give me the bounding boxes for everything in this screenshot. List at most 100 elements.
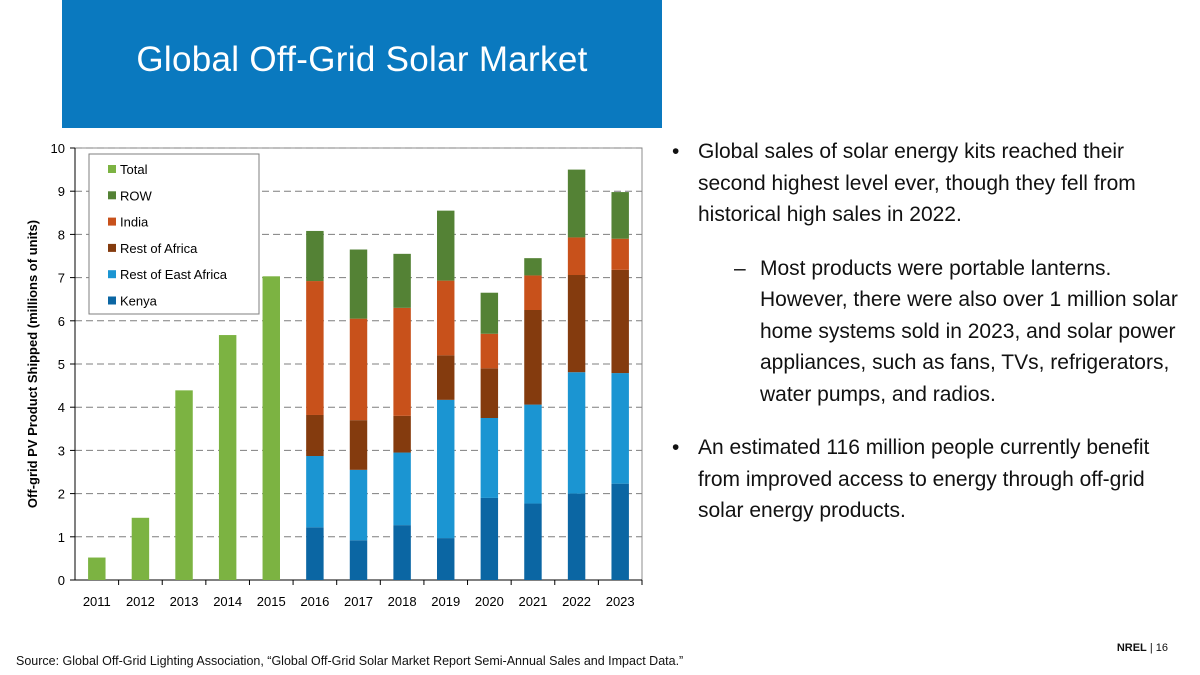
bar-row-2017 — [349, 249, 368, 319]
bar-rest-of-africa-2020 — [480, 368, 499, 418]
y-tick-label: 6 — [58, 314, 65, 329]
bar-kenya-2023 — [611, 483, 629, 580]
bar-rest-of-africa-2016 — [306, 414, 324, 457]
x-tick-label: 2022 — [562, 594, 591, 609]
x-tick-label: 2023 — [606, 594, 635, 609]
x-tick-label: 2014 — [213, 594, 242, 609]
stacked-bar-chart: 0 1 2 3 4 5 6 7 8 9 10 2011 2012 2013 2014 2015 2016 2017… — [25, 141, 643, 609]
bar-rest-of-africa-2017 — [349, 420, 368, 470]
legend-swatch-kenya — [108, 296, 116, 305]
bar-rest-of-east-africa-2017 — [349, 469, 368, 541]
x-tick-label: 2020 — [475, 594, 504, 609]
legend-label-rest-of-africa: Rest of Africa — [120, 241, 198, 256]
legend-label-row: ROW — [120, 188, 153, 203]
bullet-mark: • — [672, 140, 680, 163]
bar-row-2021 — [524, 258, 542, 276]
x-tick-label: 2019 — [431, 594, 460, 609]
x-tick-label: 2015 — [257, 594, 286, 609]
bar-total-2011 — [88, 557, 106, 580]
bar-total-2013 — [175, 390, 193, 580]
bar-india-2018 — [393, 307, 411, 416]
legend-label-india: India — [120, 215, 149, 230]
x-tick-label: 2012 — [126, 594, 155, 609]
legend-swatch-rest-of-africa — [108, 243, 116, 252]
y-tick-label: 3 — [58, 443, 65, 458]
bullet-1-text: Global sales of solar energy kits reache… — [698, 140, 1136, 226]
bar-kenya-2018 — [393, 525, 411, 580]
bar-india-2017 — [349, 318, 368, 421]
bar-row-2020 — [480, 292, 499, 334]
y-tick-label: 7 — [58, 271, 65, 286]
bar-row-2016 — [306, 230, 324, 282]
legend-swatch-total — [108, 165, 116, 173]
bar-row-2019 — [437, 210, 455, 281]
title-banner: Global Off-Grid Solar Market — [62, 0, 662, 128]
legend-swatch-rest-of-east-africa — [108, 270, 116, 279]
brand-name: NREL — [1116, 642, 1147, 654]
bar-kenya-2021 — [524, 503, 542, 580]
bar-rest-of-east-africa-2022 — [567, 372, 586, 494]
x-tick-label: 2021 — [519, 594, 548, 609]
bar-rest-of-east-africa-2019 — [437, 399, 455, 539]
footer-brand: NREL | 16 — [1117, 642, 1168, 654]
bar-india-2021 — [524, 275, 542, 310]
bar-rest-of-east-africa-2020 — [480, 418, 499, 498]
legend-box — [88, 153, 260, 315]
bar-row-2023 — [611, 192, 629, 239]
bullet-list: • Global sales of solar energy kits reac… — [672, 136, 1182, 549]
x-tick-label: 2013 — [170, 594, 199, 609]
legend-label-kenya: Kenya — [120, 294, 158, 309]
slide-title: Global Off-Grid Solar Market — [136, 40, 588, 79]
bar-india-2016 — [306, 281, 324, 415]
x-tick-label: 2011 — [83, 594, 111, 609]
x-tick-label: 2016 — [300, 594, 329, 609]
bar-total-2014 — [218, 335, 237, 580]
legend-swatch-row — [108, 191, 116, 200]
legend-swatch-india — [108, 217, 116, 226]
sub-bullet-1-text: Most products were portable lanterns. Ho… — [760, 256, 1178, 406]
source-note: Source: Global Off-Grid Lighting Associa… — [16, 654, 684, 668]
bar-total-2012 — [131, 517, 150, 580]
bar-india-2019 — [437, 280, 455, 356]
bar-kenya-2017 — [349, 540, 368, 580]
footer-separator: | — [1149, 642, 1153, 654]
bar-india-2020 — [480, 333, 499, 369]
bar-kenya-2016 — [306, 527, 324, 580]
bar-rest-of-africa-2019 — [437, 355, 455, 400]
bar-rest-of-africa-2021 — [524, 310, 542, 405]
sub-bullet-mark: – — [734, 256, 746, 280]
page-number: 16 — [1155, 642, 1168, 654]
bar-rest-of-east-africa-2016 — [306, 456, 324, 528]
bar-rest-of-east-africa-2018 — [393, 452, 411, 526]
legend-label-total: Total — [120, 162, 148, 177]
bar-row-2022 — [567, 169, 586, 238]
bar-kenya-2022 — [567, 493, 586, 580]
bar-row-2018 — [393, 253, 411, 308]
y-tick-label: 2 — [58, 487, 65, 502]
y-tick-label: 5 — [58, 357, 65, 372]
bullet-2: • An estimated 116 million people curren… — [672, 432, 1182, 527]
bullet-1: • Global sales of solar energy kits reac… — [672, 136, 1182, 410]
sub-bullet-1: – Most products were portable lanterns. … — [698, 253, 1182, 411]
bar-rest-of-africa-2022 — [567, 275, 586, 373]
bar-rest-of-africa-2018 — [393, 415, 411, 453]
bullet-mark: • — [672, 436, 680, 459]
y-axis-label: Off-grid PV Product Shipped (millions of… — [25, 220, 40, 508]
bar-kenya-2019 — [437, 538, 455, 580]
y-tick-label: 9 — [58, 184, 65, 199]
x-tick-label: 2017 — [344, 594, 373, 609]
bar-rest-of-east-africa-2021 — [524, 404, 542, 504]
bar-total-2015 — [262, 276, 280, 580]
y-tick-label: 0 — [58, 573, 65, 588]
x-tick-label: 2018 — [388, 594, 417, 609]
y-tick-label: 4 — [58, 400, 65, 415]
y-tick-label: 1 — [58, 530, 65, 545]
bar-rest-of-east-africa-2023 — [611, 373, 629, 484]
bullet-2-text: An estimated 116 million people currentl… — [698, 436, 1150, 522]
legend-label-rest-of-east-africa: Rest of East Africa — [120, 267, 228, 282]
bar-india-2023 — [611, 238, 629, 270]
y-tick-label: 10 — [51, 141, 65, 156]
bar-india-2022 — [567, 237, 586, 276]
bar-kenya-2020 — [480, 497, 499, 580]
y-tick-label: 8 — [58, 227, 65, 242]
